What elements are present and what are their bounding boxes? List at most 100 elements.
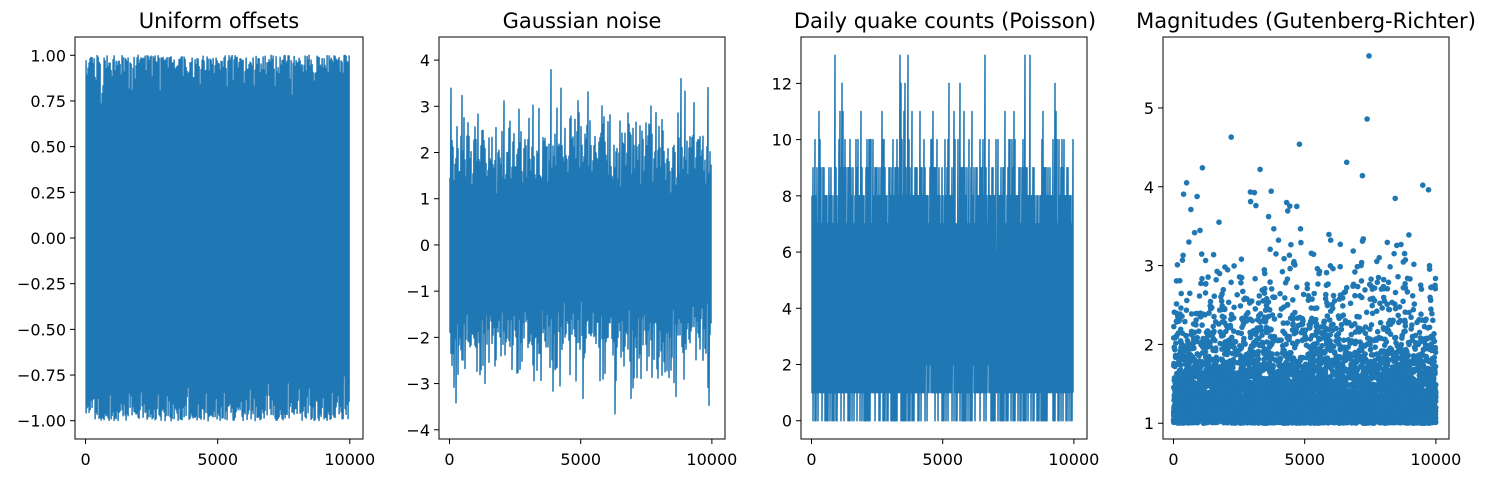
x-tick-label: 10000 <box>324 450 375 469</box>
y-tick-label: −0.25 <box>17 275 66 294</box>
scatter-point <box>1170 335 1177 341</box>
scatter-point <box>1326 231 1332 238</box>
scatter-point <box>1391 250 1397 257</box>
y-tick-label: 6 <box>782 243 792 262</box>
x-axis: 0 5000 10000 <box>806 439 1099 469</box>
scatter-point <box>1287 203 1293 209</box>
scatter-point <box>1431 386 1438 392</box>
scatter-point <box>1281 330 1288 337</box>
scatter-point <box>1311 290 1317 297</box>
scatter-point <box>1259 287 1265 293</box>
scatter-point <box>1418 311 1424 318</box>
scatter-point <box>1428 306 1434 313</box>
scatter-point <box>1203 280 1209 287</box>
x-tick-label: 0 <box>444 450 454 469</box>
scatter-point <box>1267 344 1273 350</box>
scatter-point <box>1324 313 1331 319</box>
scatter-point <box>1228 316 1234 323</box>
y-tick-label: 10 <box>772 131 792 150</box>
scatter-point <box>1262 307 1269 314</box>
scatter-point <box>1343 284 1350 291</box>
scatter-point <box>1389 299 1395 306</box>
scatter-point <box>1323 291 1329 298</box>
scatter-point <box>1352 269 1358 275</box>
x-tick-label: 10000 <box>1410 450 1461 469</box>
scatter-point <box>1429 310 1435 317</box>
scatter-point <box>1253 202 1259 209</box>
y-tick-label: 1 <box>1144 414 1154 433</box>
scatter-point <box>1386 386 1392 392</box>
x-tick-label: 10000 <box>686 450 737 469</box>
scatter-point <box>1246 300 1253 306</box>
scatter-point <box>1368 352 1375 358</box>
scatter-point <box>1177 277 1183 284</box>
y-tick-label: −0.75 <box>17 366 66 385</box>
x-axis: 0 5000 10000 <box>80 439 375 469</box>
chart-title: Magnitudes (Gutenberg-Richter) <box>1136 9 1476 33</box>
scatter-point <box>1194 351 1200 357</box>
scatter-point <box>1396 304 1403 310</box>
scatter-point <box>1188 311 1195 317</box>
scatter-point <box>1249 318 1256 324</box>
scatter-point <box>1299 315 1305 322</box>
x-tick-label: 5000 <box>560 450 601 469</box>
scatter-point <box>1207 298 1214 305</box>
scatter-point <box>1374 308 1380 315</box>
scatter-point <box>1284 276 1291 282</box>
y-tick-label: 3 <box>1144 257 1154 276</box>
scatter-point <box>1247 198 1254 205</box>
scatter-point <box>1256 293 1263 299</box>
scatter-point <box>1252 306 1259 312</box>
scatter-point <box>1337 241 1344 248</box>
scatter-point <box>1409 293 1416 299</box>
scatter-point <box>1173 319 1180 325</box>
scatter-point <box>1211 313 1217 320</box>
chart-title: Uniform offsets <box>139 9 300 33</box>
scatter-point <box>1300 291 1307 298</box>
scatter-point <box>1377 350 1384 356</box>
scatter-point <box>1238 256 1245 263</box>
series-layer <box>1170 53 1439 427</box>
scatter-point <box>1268 326 1274 333</box>
plot-frame <box>74 36 364 440</box>
scatter-point <box>1304 285 1311 292</box>
scatter-point <box>1231 328 1237 335</box>
scatter-point <box>1374 328 1381 335</box>
y-tick-label: 2 <box>782 356 792 375</box>
scatter-point <box>1274 351 1280 357</box>
scatter-point <box>1368 322 1375 328</box>
series-line <box>449 68 712 415</box>
y-tick-label: 0 <box>420 236 430 255</box>
scatter-point <box>1203 339 1209 346</box>
scatter-point <box>1222 264 1228 270</box>
scatter-point <box>1406 372 1413 378</box>
scatter-point <box>1340 303 1346 309</box>
scatter-point <box>1310 251 1317 258</box>
scatter-point <box>1376 254 1382 261</box>
y-tick-label: 4 <box>782 299 792 318</box>
scatter-point <box>1367 296 1373 303</box>
scatter-point <box>1406 309 1412 316</box>
scatter-point <box>1202 257 1209 264</box>
scatter-point <box>1327 263 1334 269</box>
scatter-point <box>1269 312 1276 318</box>
scatter-point <box>1213 277 1219 283</box>
scatter-point <box>1409 322 1415 328</box>
scatter-point <box>1362 324 1369 330</box>
scatter-point <box>1174 262 1181 268</box>
x-tick-label: 0 <box>1168 450 1178 469</box>
scatter-point <box>1221 320 1228 326</box>
scatter-point <box>1199 322 1205 328</box>
scatter-point <box>1299 321 1306 327</box>
scatter-point <box>1340 312 1347 319</box>
scatter-point <box>1339 370 1345 377</box>
scatter-point <box>1252 275 1258 282</box>
scatter-point <box>1183 307 1190 314</box>
scatter-point <box>1392 334 1399 341</box>
scatter-point <box>1177 368 1184 374</box>
scatter-point <box>1295 322 1302 329</box>
scatter-point <box>1354 283 1361 290</box>
scatter-point <box>1267 246 1273 253</box>
scatter-point <box>1178 290 1184 297</box>
y-tick-label: −0.50 <box>17 320 66 339</box>
